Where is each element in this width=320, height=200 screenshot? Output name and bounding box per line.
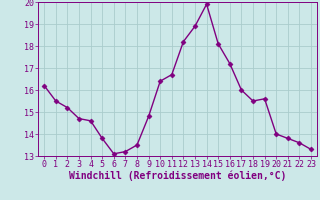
X-axis label: Windchill (Refroidissement éolien,°C): Windchill (Refroidissement éolien,°C): [69, 171, 286, 181]
